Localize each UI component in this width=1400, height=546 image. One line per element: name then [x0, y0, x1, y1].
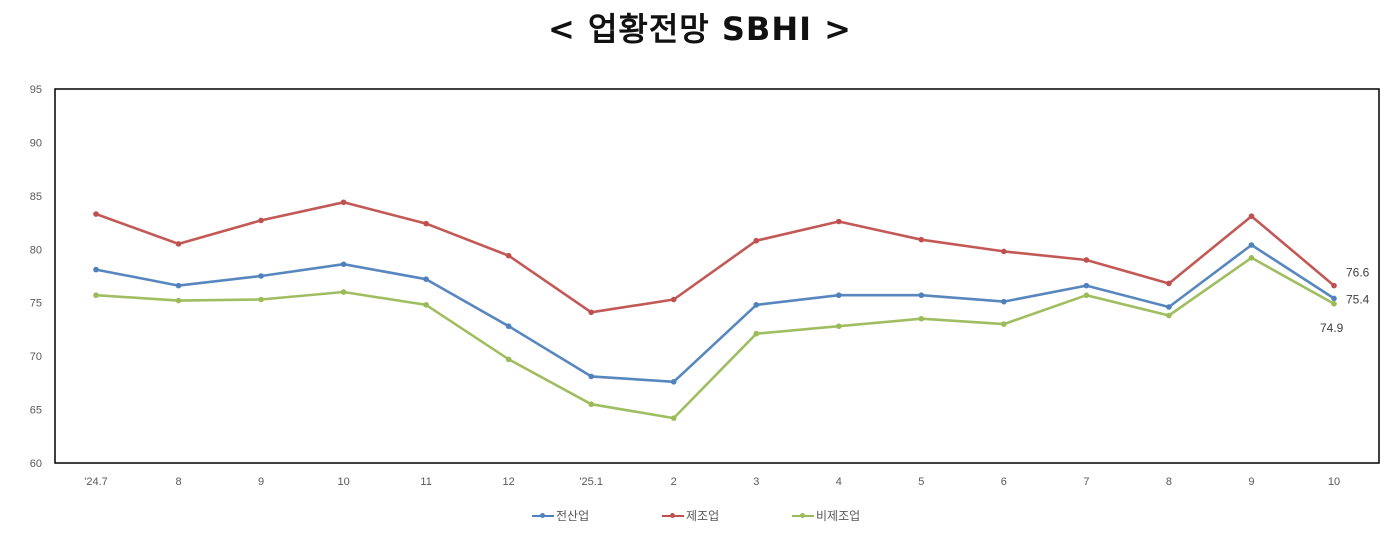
y-tick-label: 65: [30, 405, 42, 417]
data-point-marker: [1248, 213, 1255, 219]
legend: 전산업 제조업 비제조업: [0, 507, 1400, 527]
y-axis-ticks: 60 65 70 75 80 85 90 95: [30, 84, 42, 470]
x-tick-label: 11: [420, 476, 431, 488]
data-point-marker: [588, 309, 594, 316]
data-point-marker: [836, 218, 842, 225]
data-point-marker: [918, 292, 925, 299]
data-point-marker: [918, 236, 925, 243]
x-tick-label: 4: [836, 476, 842, 488]
data-point-marker: [258, 296, 264, 303]
y-tick-label: 80: [30, 244, 42, 256]
data-point-marker: [258, 273, 264, 279]
data-point-marker: [588, 373, 594, 380]
data-point-marker: [340, 199, 347, 206]
plot-area-frame: [54, 88, 1380, 464]
data-point-marker: [753, 237, 760, 244]
legend-label: 제조업: [686, 509, 720, 523]
y-tick-label: 60: [30, 458, 42, 470]
x-tick-label: 9: [1248, 476, 1254, 488]
data-point-marker: [1001, 248, 1007, 255]
data-point-marker: [175, 297, 182, 304]
legend-item-manufacturing: 제조업: [662, 507, 719, 524]
x-tick-label: 10: [337, 476, 349, 488]
x-axis-ticks: '24.7 8 9 10 11 12 '25.1 2 3 4 5 6 7 8 9 10: [84, 476, 1340, 488]
data-point-marker: [670, 378, 677, 385]
data-point-marker: [588, 401, 594, 408]
x-tick-label: 5: [918, 476, 924, 488]
data-point-marker: [1248, 255, 1255, 261]
data-point-marker: [340, 261, 347, 268]
x-tick-label: 8: [175, 476, 181, 488]
data-point-marker: [1001, 298, 1007, 305]
data-point-marker: [1331, 300, 1337, 307]
data-point-marker: [836, 323, 842, 330]
data-point-marker: [1331, 295, 1337, 302]
series-line: [93, 242, 1337, 385]
data-point-marker: [505, 323, 512, 330]
data-point-marker: [1001, 321, 1007, 327]
chart-title: < 업황전망 SBHI >: [548, 10, 852, 48]
data-label: 75.4: [1346, 292, 1370, 306]
data-point-marker: [340, 289, 347, 295]
x-tick-label: 6: [1001, 476, 1007, 488]
x-tick-label: 8: [1166, 476, 1172, 488]
x-tick-label: 10: [1328, 476, 1340, 488]
legend-marker-icon: [532, 512, 554, 518]
x-tick-label: 7: [1083, 476, 1089, 488]
x-tick-label: '25.1: [579, 476, 603, 488]
data-point-marker: [93, 292, 99, 299]
data-label: 74.9: [1320, 321, 1344, 335]
data-labels: 76.6 75.4 74.9: [1320, 266, 1370, 335]
data-point-marker: [423, 276, 429, 283]
data-point-marker: [670, 296, 677, 303]
data-point-marker: [918, 315, 925, 322]
x-tick-label: 2: [671, 476, 677, 488]
x-tick-label: '24.7: [84, 476, 108, 488]
x-tick-label: 3: [753, 476, 759, 488]
data-point-marker: [753, 330, 760, 337]
data-point-marker: [1083, 292, 1090, 299]
y-tick-label: 85: [30, 191, 42, 203]
x-tick-label: 9: [258, 476, 264, 488]
data-point-marker: [93, 266, 99, 273]
data-point-marker: [753, 302, 760, 308]
data-point-marker: [1166, 304, 1172, 310]
data-point-marker: [423, 302, 429, 308]
data-point-marker: [1083, 282, 1090, 289]
legend-label: 전산업: [556, 509, 590, 523]
y-tick-label: 95: [30, 84, 42, 96]
series-lines: [93, 199, 1337, 421]
data-point-marker: [670, 415, 677, 421]
data-point-marker: [175, 282, 182, 289]
data-point-marker: [505, 356, 512, 363]
data-point-marker: [1248, 242, 1255, 248]
legend-label: 비제조업: [816, 509, 861, 523]
data-point-marker: [1331, 282, 1337, 289]
data-label: 76.6: [1346, 266, 1370, 280]
data-point-marker: [1166, 312, 1172, 319]
legend-item-all-industries: 전산업: [532, 507, 589, 524]
legend-marker-icon: [662, 512, 684, 518]
data-point-marker: [423, 220, 429, 227]
series-line: [93, 199, 1337, 316]
data-point-marker: [93, 211, 99, 217]
data-point-marker: [836, 292, 842, 299]
data-point-marker: [258, 217, 264, 224]
x-tick-label: 12: [503, 476, 515, 488]
data-point-marker: [1166, 280, 1172, 287]
data-point-marker: [1083, 257, 1090, 263]
data-point-marker: [175, 241, 182, 247]
data-point-marker: [505, 252, 512, 259]
y-tick-label: 90: [30, 137, 42, 149]
legend-marker-icon: [792, 512, 814, 518]
y-tick-label: 70: [30, 351, 42, 363]
legend-item-non-manufacturing: 비제조업: [792, 507, 860, 524]
y-tick-label: 75: [30, 298, 42, 310]
series-line: [93, 255, 1337, 421]
